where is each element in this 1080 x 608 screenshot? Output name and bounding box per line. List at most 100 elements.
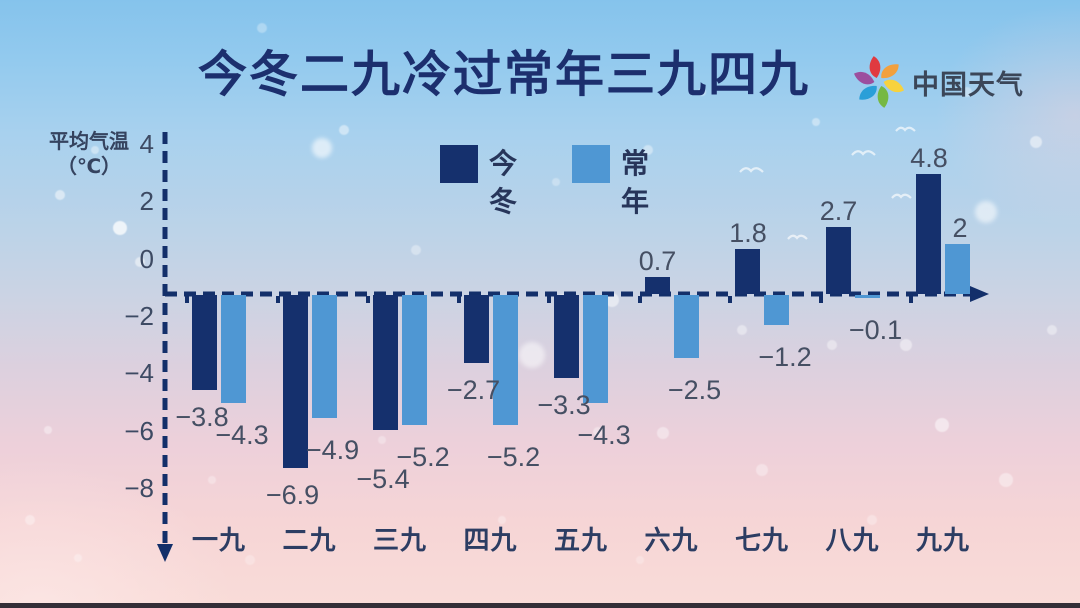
chart-title: 今冬二九冷过常年三九四九 xyxy=(197,48,810,102)
legend-swatch-changnian xyxy=(572,145,610,183)
snow-dot xyxy=(1047,325,1057,335)
bar-changnian-9 xyxy=(945,244,970,294)
legend-label-changnian: 常年 xyxy=(621,148,650,217)
snow-dot xyxy=(999,473,1013,487)
pinwheel-petal xyxy=(869,56,881,78)
snow-dot xyxy=(411,245,421,255)
value-label-changnian: −4.9 xyxy=(305,434,360,465)
snow-dot xyxy=(812,118,820,126)
snow-dot xyxy=(657,427,669,439)
x-axis-tick xyxy=(185,296,189,303)
bar-jindong-6 xyxy=(644,276,670,294)
bar-changnian-2 xyxy=(311,295,337,418)
snow-dot xyxy=(1030,136,1042,148)
x-category-label: 五九 xyxy=(553,525,608,555)
value-label-changnian: −0.1 xyxy=(848,314,903,345)
snow-dot xyxy=(756,464,768,476)
snow-dot xyxy=(312,138,332,158)
x-category-label: 七九 xyxy=(734,525,789,555)
x-axis-tick xyxy=(275,296,280,303)
snow-dot xyxy=(737,325,747,335)
value-label-jindong: −3.8 xyxy=(175,402,229,432)
x-category-label: 三九 xyxy=(372,525,427,555)
bar-jindong-7 xyxy=(735,249,760,294)
bar-jindong-1 xyxy=(192,295,217,390)
value-label-jindong: −2.7 xyxy=(446,374,501,405)
bar-changnian-4 xyxy=(492,295,518,425)
x-axis-tick xyxy=(547,296,551,303)
x-category-label: 一九 xyxy=(191,525,246,555)
bar-jindong-9 xyxy=(916,174,941,294)
x-axis-tick xyxy=(818,296,823,303)
bar-changnian-6 xyxy=(673,295,699,358)
y-tick-label: 0 xyxy=(139,243,154,274)
snow-dot xyxy=(935,418,949,432)
y-tick-label: −2 xyxy=(124,300,154,331)
bar-jindong-5 xyxy=(554,295,579,378)
bar-jindong-2 xyxy=(282,295,308,468)
bar-changnian-1 xyxy=(221,295,246,403)
x-axis-tick xyxy=(637,296,642,303)
y-axis-title-line1: 平均气温 xyxy=(49,131,129,153)
snow-dot xyxy=(44,426,52,434)
snow-dot xyxy=(113,221,127,235)
value-label-jindong: 4.8 xyxy=(910,143,948,173)
snow-dot xyxy=(208,476,216,484)
bar-changnian-8 xyxy=(854,295,880,298)
x-axis-tick xyxy=(728,296,732,303)
snow-dot xyxy=(552,178,560,186)
y-tick-label: −6 xyxy=(124,415,154,446)
x-axis-tick xyxy=(909,296,913,303)
value-label-changnian: −4.3 xyxy=(215,419,269,450)
bar-changnian-3 xyxy=(402,295,427,425)
y-axis-arrowhead xyxy=(157,544,173,562)
bar-jindong-8 xyxy=(825,226,851,294)
pinwheel-petal xyxy=(881,64,899,79)
x-axis-arrowhead xyxy=(970,286,989,302)
brand-logo: 中国天气 xyxy=(854,54,1024,110)
value-label-jindong: −5.4 xyxy=(356,464,410,494)
y-axis-title: 平均气温 （℃） xyxy=(30,130,148,180)
value-label-changnian: 2 xyxy=(952,213,968,243)
x-category-label: 二九 xyxy=(282,525,337,555)
x-category-label: 八九 xyxy=(825,525,880,555)
brand-logo-text: 中国天气 xyxy=(912,69,1024,100)
value-label-changnian: −4.3 xyxy=(577,419,631,450)
x-category-label: 六九 xyxy=(644,525,699,555)
x-axis-tick xyxy=(456,296,461,303)
snow-dot xyxy=(55,190,65,200)
value-label-changnian: −5.2 xyxy=(396,442,450,472)
bar-jindong-3 xyxy=(373,295,398,430)
bottom-letterbox-strip xyxy=(0,603,1080,608)
pinwheel-petal xyxy=(854,71,875,85)
bar-changnian-5 xyxy=(583,295,608,403)
y-axis-title-line2: （℃） xyxy=(56,156,122,178)
snow-dot xyxy=(636,556,644,564)
value-label-jindong: 1.8 xyxy=(729,218,767,248)
value-label-jindong: −6.9 xyxy=(265,479,320,510)
value-label-changnian: −5.2 xyxy=(486,442,541,472)
value-label-jindong: −3.3 xyxy=(537,389,591,420)
value-label-jindong: 0.7 xyxy=(638,245,677,276)
pinwheel-petal xyxy=(859,85,877,100)
legend-label-jindong: 今冬 xyxy=(489,148,518,217)
pinwheel-petal xyxy=(883,79,904,93)
legend-swatch-jindong xyxy=(440,145,478,183)
snow-dot xyxy=(339,125,349,135)
y-tick-label: −8 xyxy=(124,472,154,503)
pinwheel-swirl-icon xyxy=(854,56,904,108)
value-label-jindong: 2.7 xyxy=(819,195,858,226)
y-tick-label: 4 xyxy=(139,129,154,159)
bar-jindong-4 xyxy=(463,295,489,363)
x-axis-tick xyxy=(366,296,370,303)
y-tick-label: 2 xyxy=(139,186,154,217)
pinwheel-petal xyxy=(877,86,889,108)
snow-dot xyxy=(25,515,35,525)
snow-dot xyxy=(74,554,82,562)
value-label-changnian: −1.2 xyxy=(758,342,812,372)
value-label-changnian: −2.5 xyxy=(667,374,722,405)
snow-dot xyxy=(257,23,267,33)
y-tick-label: −4 xyxy=(124,358,154,389)
x-category-label: 四九 xyxy=(463,525,518,555)
